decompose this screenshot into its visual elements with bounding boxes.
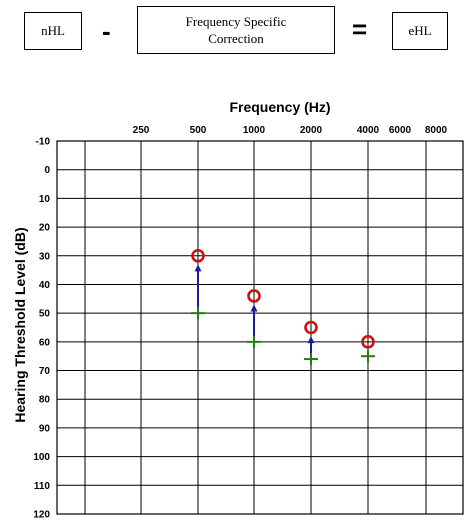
x-tick-labels: 250 500 1000 2000 4000 6000 8000 — [133, 125, 448, 136]
ehl-label: eHL — [408, 23, 432, 38]
y-axis-title: Hearing Threshold Level (dB) — [12, 227, 28, 422]
nhl-box: nHL — [24, 12, 82, 50]
x-tick-label: 4000 — [357, 125, 380, 136]
ehl-box: eHL — [392, 12, 448, 50]
minus-operator: - — [102, 16, 111, 46]
x-tick-label: 2000 — [300, 125, 323, 136]
y-tick-label: 80 — [39, 395, 51, 406]
plus-marker — [191, 307, 205, 320]
y-tick-labels: -10 0 10 20 30 40 50 60 70 80 90 100 110 120 — [33, 137, 50, 521]
correction-label-line1: Frequency Specific — [185, 14, 287, 29]
circle-marker — [247, 289, 261, 303]
y-tick-label: 40 — [39, 280, 51, 291]
y-tick-label: 100 — [33, 452, 50, 463]
circle-marker — [191, 248, 205, 263]
x-tick-label: 6000 — [389, 125, 412, 136]
y-tick-label: 50 — [39, 309, 51, 320]
y-tick-label: 120 — [33, 510, 50, 521]
equals-operator: = — [352, 14, 368, 44]
nhl-label: nHL — [41, 23, 65, 38]
x-tick-label: 500 — [190, 125, 207, 136]
chart-grid — [56, 140, 464, 515]
plus-marker — [247, 335, 261, 348]
arrow-head — [194, 264, 202, 272]
arrow-head — [307, 336, 315, 344]
y-tick-label: 110 — [34, 481, 51, 492]
y-tick-label: 10 — [39, 194, 51, 205]
plus-marker — [304, 353, 318, 366]
x-tick-label: 250 — [133, 125, 150, 136]
y-tick-label: 60 — [39, 337, 51, 348]
x-tick-label: 1000 — [243, 125, 266, 136]
plus-marker — [361, 350, 375, 363]
circle-marker — [304, 320, 318, 335]
frequency-correction-box: Frequency Specific Correction — [137, 6, 335, 54]
y-tick-label: 90 — [39, 423, 51, 434]
y-tick-label: 0 — [44, 165, 50, 176]
shift-arrow — [194, 264, 202, 314]
x-axis-title: Frequency (Hz) — [229, 99, 330, 115]
plot-frame — [56, 140, 464, 515]
y-tick-label: 30 — [39, 251, 51, 262]
y-tick-label: -10 — [36, 137, 51, 148]
x-tick-label: 8000 — [425, 125, 448, 136]
circle-marker — [361, 335, 375, 349]
y-tick-label: 70 — [39, 366, 51, 377]
arrow-head — [250, 304, 258, 312]
chart-marks — [191, 248, 375, 366]
y-tick-label: 20 — [39, 223, 51, 234]
correction-label-line2: Correction — [208, 31, 264, 46]
